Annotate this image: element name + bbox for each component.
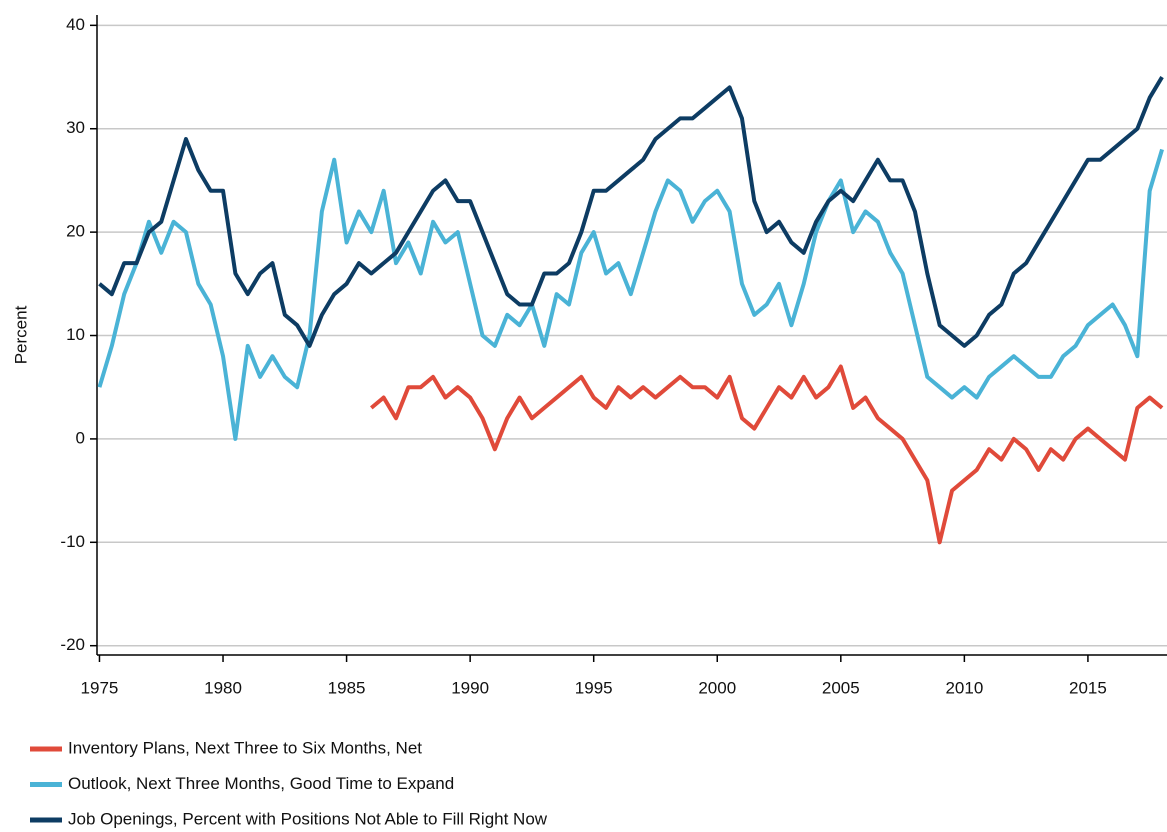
y-tick-label: 30	[66, 118, 85, 137]
y-tick-label: 20	[66, 222, 85, 241]
legend-label: Inventory Plans, Next Three to Six Month…	[68, 738, 422, 757]
x-tick-label: 1985	[328, 678, 366, 697]
series-line	[370, 364, 1164, 545]
x-tick-label: 1975	[81, 678, 119, 697]
x-tick-label: 2005	[822, 678, 860, 697]
y-tick-label: 10	[66, 325, 85, 344]
y-axis-label: Percent	[11, 305, 30, 364]
legend-label: Job Openings, Percent with Positions Not…	[68, 809, 548, 828]
x-tick-label: 2000	[698, 678, 736, 697]
x-tick-label: 1995	[575, 678, 613, 697]
y-tick-label: 40	[66, 15, 85, 34]
x-tick-label: 2010	[945, 678, 983, 697]
y-tick-label: 0	[76, 428, 85, 447]
series-line	[97, 148, 1164, 441]
series-line	[98, 76, 1164, 348]
y-tick-label: -10	[60, 532, 85, 551]
legend-label: Outlook, Next Three Months, Good Time to…	[68, 774, 454, 793]
y-tick-label: -20	[60, 635, 85, 654]
x-tick-label: 2015	[1069, 678, 1107, 697]
x-tick-label: 1980	[204, 678, 242, 697]
x-tick-label: 1990	[451, 678, 489, 697]
